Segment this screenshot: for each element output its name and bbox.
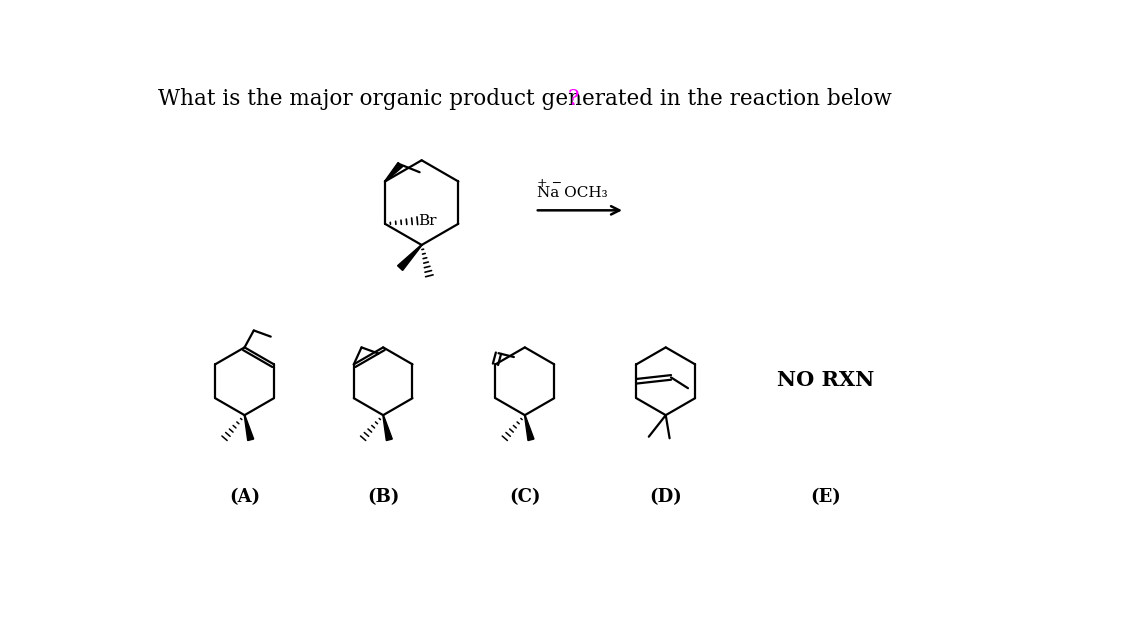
Text: (B): (B) — [366, 488, 400, 506]
Text: What is the major organic product generated in the reaction below: What is the major organic product genera… — [158, 88, 891, 110]
Text: (E): (E) — [811, 488, 842, 506]
Text: (A): (A) — [229, 488, 260, 506]
Polygon shape — [244, 415, 254, 441]
Text: Na OCH₃: Na OCH₃ — [537, 186, 608, 201]
Text: (D): (D) — [649, 488, 682, 506]
Polygon shape — [397, 245, 421, 270]
Text: ?: ? — [568, 88, 579, 110]
Text: (C): (C) — [510, 488, 540, 506]
Polygon shape — [385, 162, 403, 182]
Polygon shape — [382, 415, 393, 441]
Text: + −: + − — [537, 177, 562, 190]
Polygon shape — [524, 415, 534, 441]
Text: Br: Br — [418, 213, 436, 228]
Text: NO RXN: NO RXN — [777, 370, 875, 390]
